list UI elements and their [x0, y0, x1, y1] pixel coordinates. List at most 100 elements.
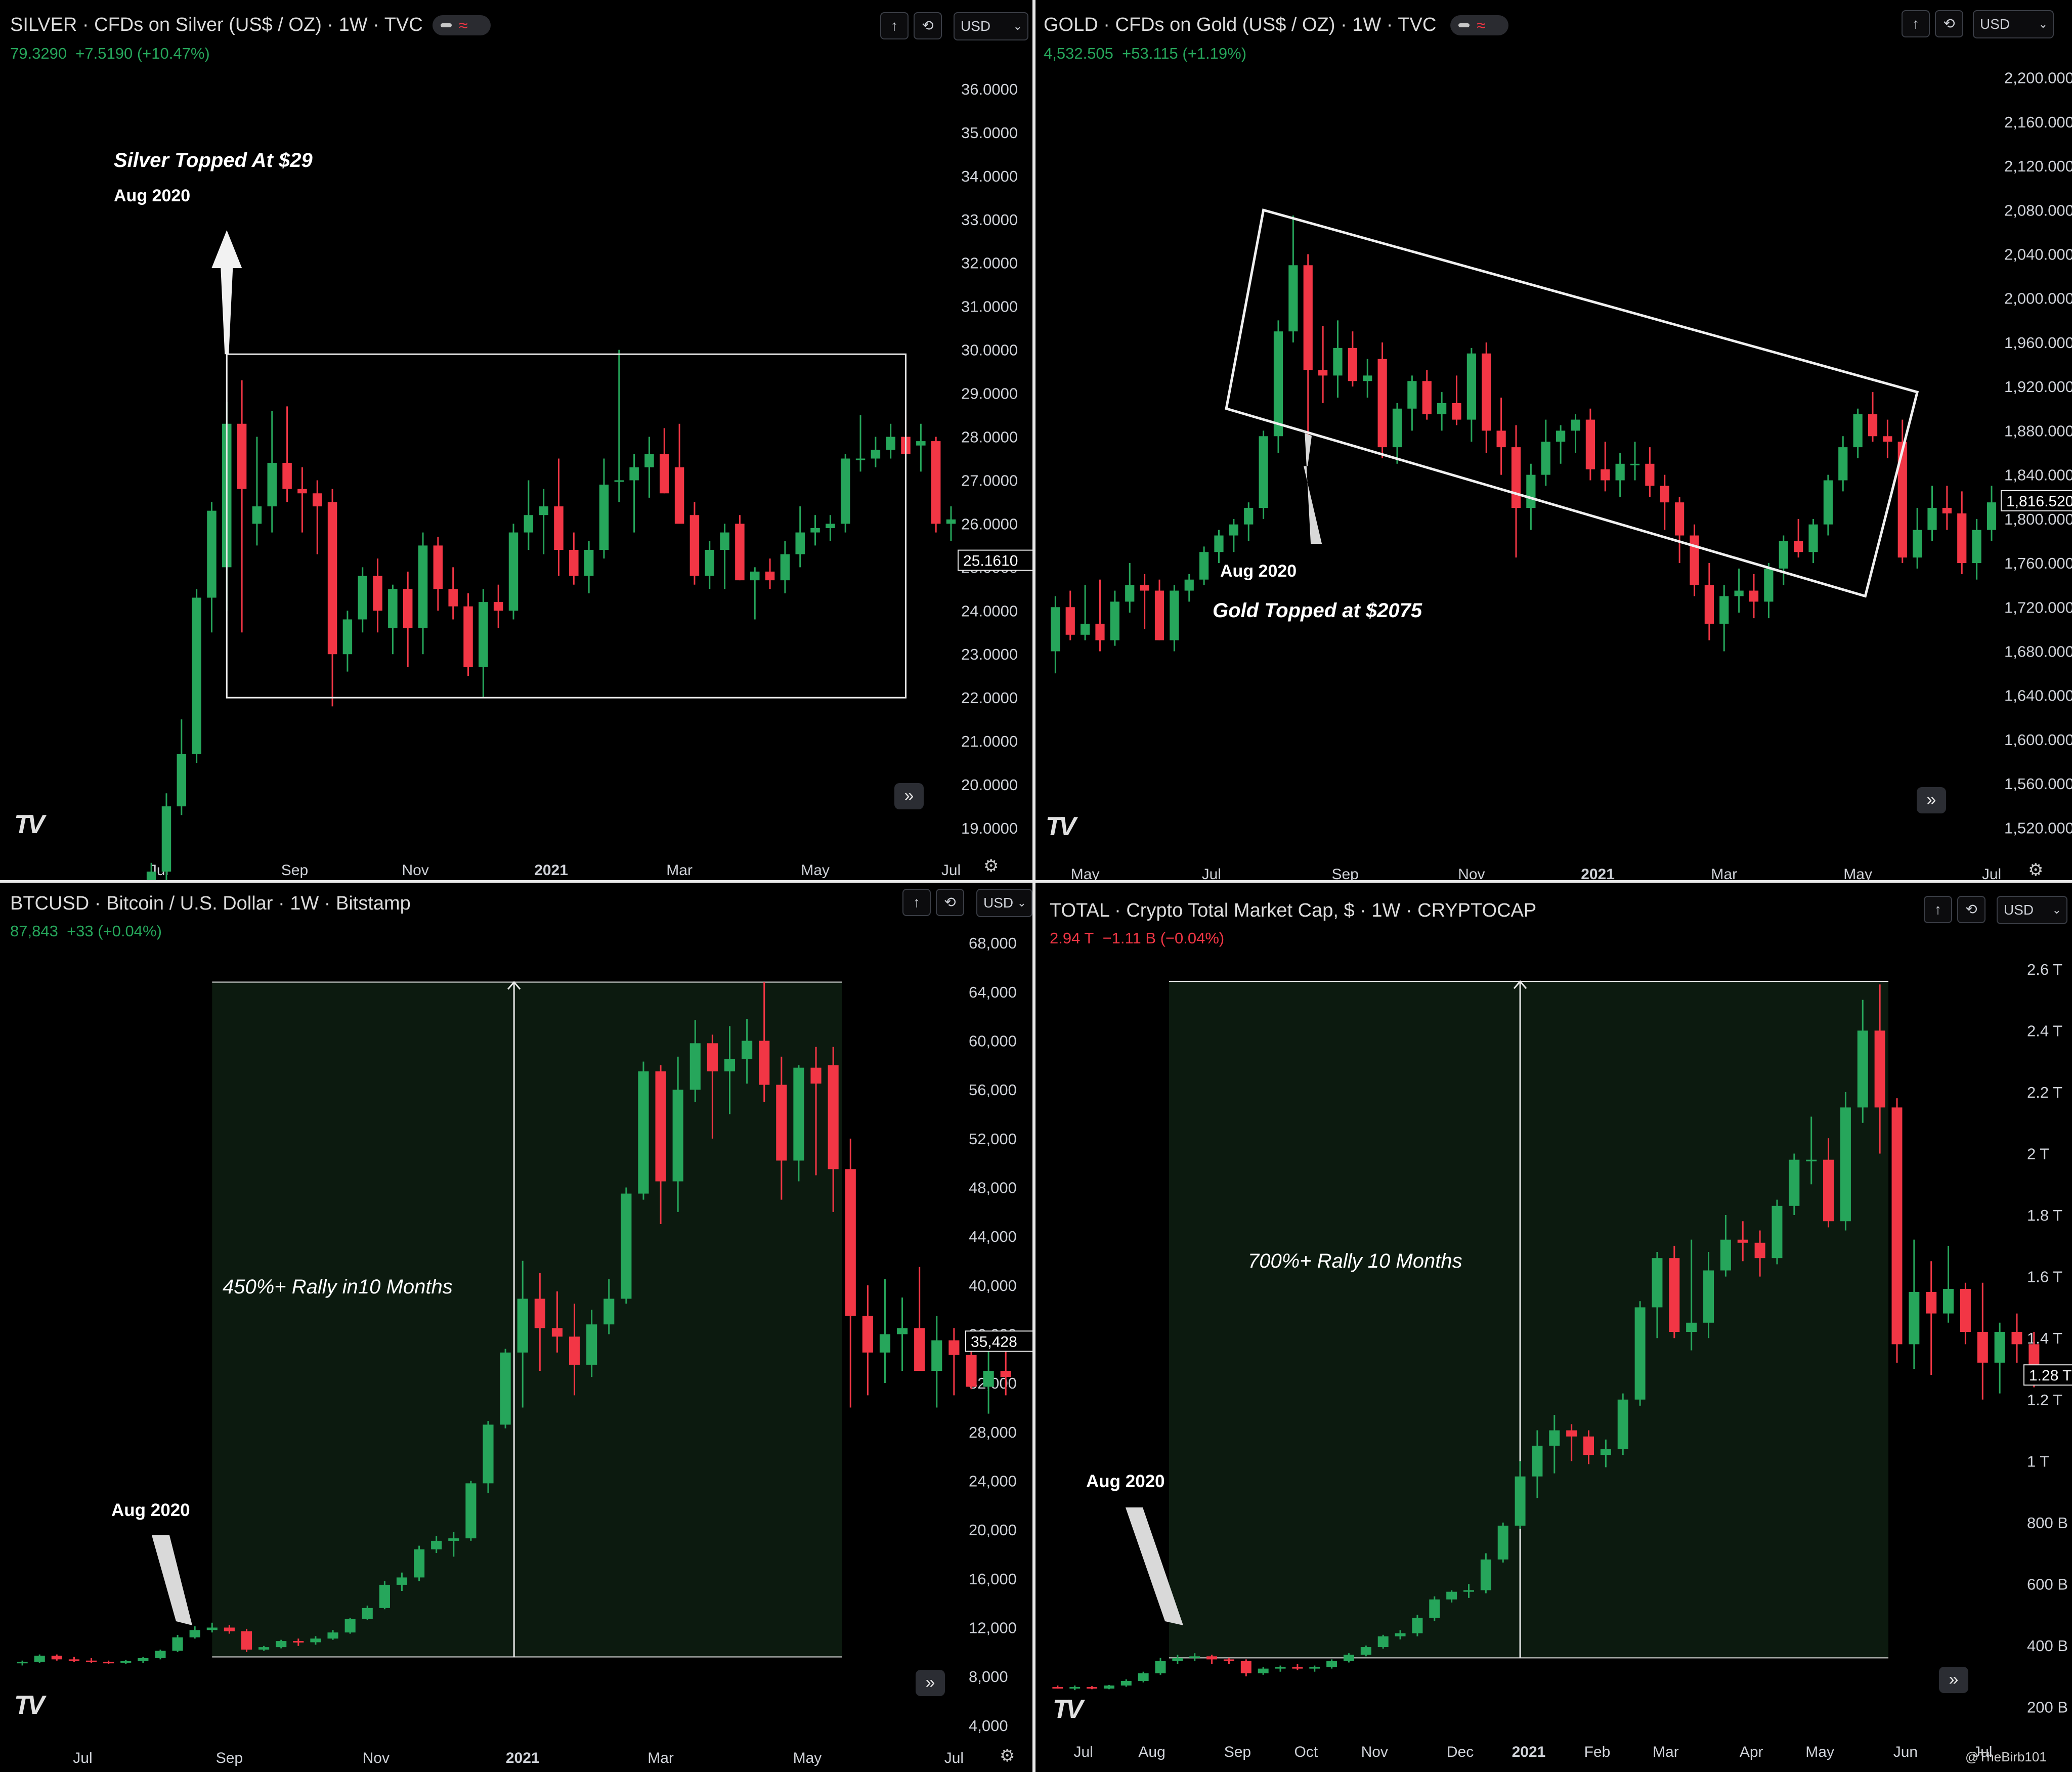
candle-body: [780, 554, 790, 581]
scroll-up-button[interactable]: ↑: [902, 889, 931, 916]
double-chevron-right-icon: »: [1926, 790, 1936, 809]
candle-body: [362, 1608, 373, 1619]
currency-select[interactable]: USD ⌄: [976, 889, 1032, 917]
candle-body: [1868, 414, 1878, 437]
y-tick-label: 1,520.000: [2004, 819, 2072, 837]
candle-body: [1258, 1668, 1269, 1673]
candle-body: [431, 1540, 442, 1549]
candle-body: [1199, 552, 1209, 580]
reset-view-button[interactable]: ⟲: [936, 889, 964, 916]
candle-body: [1318, 370, 1328, 376]
gold-chart-canvas[interactable]: 2,200.000 2,160.000 2,120.000 2,080.000 2,04…: [1035, 0, 2072, 880]
candle-body: [252, 506, 262, 524]
scroll-forward-button[interactable]: »: [916, 1670, 945, 1696]
y-tick-label: 800 B: [2027, 1514, 2068, 1532]
candle-body: [312, 493, 322, 507]
y-tick-label: 1,880.000: [2004, 422, 2072, 440]
chevron-down-icon: ⌄: [1013, 20, 1022, 32]
symbol-status-badge[interactable]: ≈: [433, 15, 491, 35]
candle-body: [855, 458, 866, 460]
candle-body: [886, 437, 895, 450]
reset-view-button[interactable]: ⟲: [1957, 896, 1985, 923]
candle-body: [1806, 1159, 1817, 1161]
candle-body: [1652, 1258, 1663, 1308]
candle-body: [493, 602, 503, 611]
symbol-status-badge[interactable]: ≈: [1450, 15, 1508, 35]
candle-body: [750, 571, 760, 581]
candle-body: [946, 519, 956, 524]
arrow-up-icon: ↑: [1912, 16, 1919, 31]
candle-body: [267, 463, 277, 507]
candle-body: [1095, 623, 1105, 640]
candle-body: [1292, 1667, 1303, 1669]
y-tick-label: 2,160.000: [2004, 113, 2072, 131]
candle-body: [1675, 502, 1685, 536]
y-tick-label: 21.0000: [961, 732, 1018, 750]
y-tick-label: 1,800.000: [2004, 510, 2072, 528]
scroll-forward-button[interactable]: »: [1939, 1667, 1968, 1693]
reset-icon: ⟲: [1965, 901, 1977, 917]
candle-body: [1617, 1399, 1628, 1449]
silver-chart-canvas[interactable]: 36.0000 35.0000 34.0000 33.0000 32.0000 31.00…: [0, 0, 1032, 880]
candle-body: [1244, 508, 1254, 525]
tradingview-logo: TV: [1046, 812, 1076, 841]
quote-line: 79.3290 +7.5190 (+10.47%): [10, 45, 210, 63]
candle-body: [660, 454, 669, 494]
y-tick-label: 56,000: [969, 1081, 1017, 1099]
candle-body: [828, 1065, 839, 1170]
reset-view-button[interactable]: ⟲: [1935, 10, 1963, 37]
y-tick-label: 20,000: [969, 1521, 1017, 1539]
y-tick-label: 23.0000: [961, 645, 1018, 663]
reset-view-button[interactable]: ⟲: [914, 12, 942, 39]
candle-body: [373, 576, 382, 611]
candle-body: [224, 1627, 235, 1631]
scroll-up-button[interactable]: ↑: [880, 12, 909, 39]
vertical-divider[interactable]: [1032, 0, 1035, 1772]
y-tick-label: 35.0000: [961, 124, 1018, 142]
candle-body: [1645, 463, 1655, 486]
btc-chart-pane: 68,000 64,000 60,000 56,000 52,000 48,000 44,0…: [0, 883, 1032, 1772]
x-tick-label: Jul: [1973, 1744, 1992, 1760]
candle-body: [1452, 403, 1461, 420]
btc-chart-canvas[interactable]: 68,000 64,000 60,000 56,000 52,000 48,000 44,0…: [0, 883, 1032, 1772]
scroll-forward-button[interactable]: »: [894, 783, 924, 809]
candle-body: [1897, 442, 1907, 558]
candle-body: [293, 1641, 304, 1643]
candle-body: [448, 589, 458, 607]
scroll-up-button[interactable]: ↑: [1924, 896, 1952, 923]
x-tick-label: Jun: [1893, 1744, 1918, 1760]
gear-icon[interactable]: ⚙: [1000, 1746, 1015, 1765]
candle-body: [569, 1336, 580, 1365]
candle-body: [379, 1584, 390, 1608]
candle-body: [534, 1299, 545, 1328]
candle-body: [1734, 590, 1744, 596]
y-tick-label: 1,960.000: [2004, 334, 2072, 352]
currency-select[interactable]: USD ⌄: [1997, 896, 2067, 924]
candle-body: [155, 1651, 166, 1658]
candle-body: [1883, 436, 1892, 442]
chevron-down-icon: ⌄: [2038, 18, 2048, 30]
total-chart-canvas[interactable]: 2.6 T2.4 T2.2 T2 T1.8 T1.6 T1.4 T1.2 T1 …: [1035, 883, 2072, 1772]
candle-body: [765, 571, 775, 581]
y-tick-label: 34.0000: [961, 167, 1018, 185]
candle-body: [483, 1424, 494, 1484]
pointer-arrow: [1126, 1507, 1183, 1625]
x-tick-label: Mar: [1653, 1744, 1679, 1760]
date-annotation: Aug 2020: [111, 1500, 190, 1520]
candle-body: [776, 1085, 787, 1161]
candle-body: [1229, 524, 1238, 536]
currency-select[interactable]: USD ⌄: [954, 12, 1028, 40]
scroll-forward-button[interactable]: »: [1917, 787, 1946, 813]
gear-icon[interactable]: ⚙: [983, 856, 999, 876]
candle-body: [569, 549, 579, 576]
candle-body: [1874, 1030, 1885, 1108]
y-tick-label: 1,640.000: [2004, 687, 2072, 705]
scroll-up-button[interactable]: ↑: [1902, 10, 1930, 37]
gear-icon[interactable]: ⚙: [2028, 860, 2044, 880]
horizontal-divider[interactable]: [0, 880, 2072, 883]
x-tick-label: Mar: [648, 1750, 674, 1766]
candle-body: [1794, 541, 1803, 552]
candle-body: [621, 1193, 632, 1299]
currency-select[interactable]: USD ⌄: [1973, 10, 2054, 38]
candle-body: [707, 1043, 718, 1071]
